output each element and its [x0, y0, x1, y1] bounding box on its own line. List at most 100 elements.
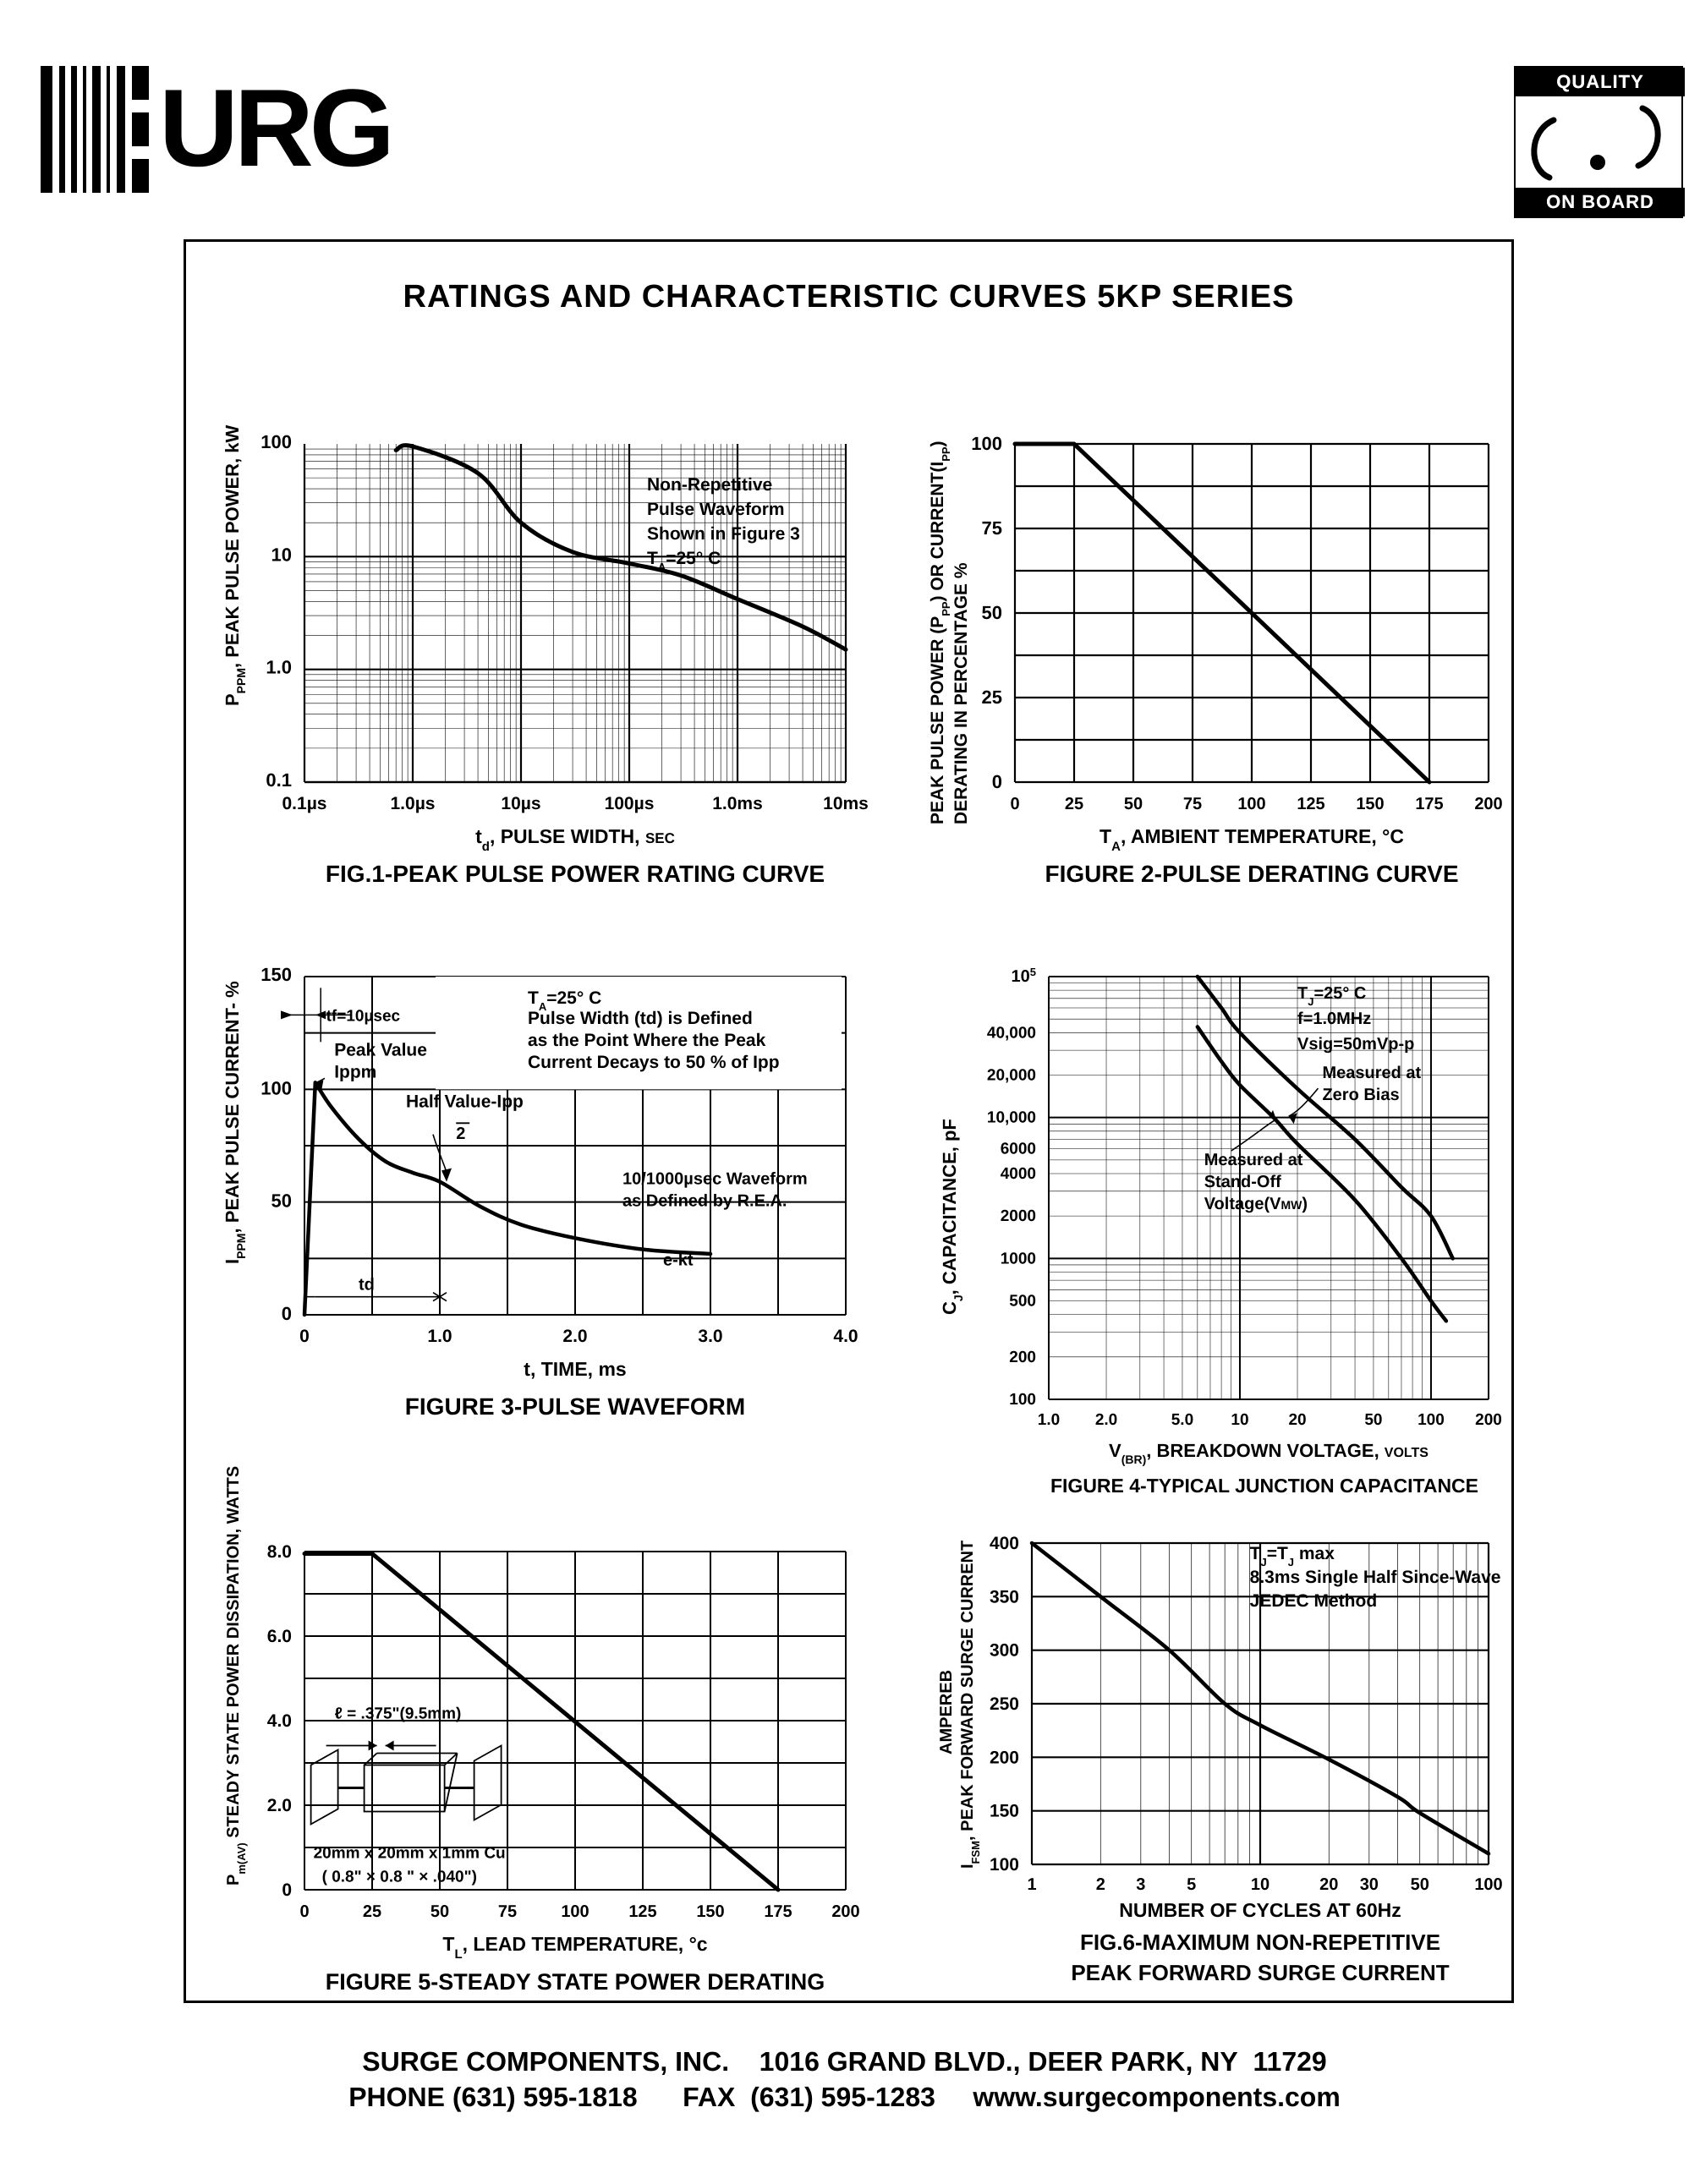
svg-text:0.1: 0.1	[266, 769, 292, 791]
svg-text:TL, LEAD TEMPERATURE, °c: TL, LEAD TEMPERATURE, °c	[442, 1933, 707, 1962]
svg-text:PPPM, PEAK PULSE POWER, kW: PPPM, PEAK PULSE POWER, kW	[222, 424, 248, 706]
svg-text:t, TIME, ms: t, TIME, ms	[524, 1358, 626, 1380]
svg-text:5.0: 5.0	[1171, 1411, 1193, 1429]
svg-text:150: 150	[1356, 795, 1384, 813]
svg-text:tf=10µsec: tf=10µsec	[326, 1007, 401, 1025]
svg-text:20: 20	[1288, 1411, 1306, 1429]
svg-text:TA, AMBIENT TEMPERATURE, °C: TA, AMBIENT TEMPERATURE, °C	[1099, 825, 1404, 854]
svg-text:20mm x 20mm x 1mm Cu: 20mm x 20mm x 1mm Cu	[314, 1845, 506, 1863]
svg-text:100: 100	[1237, 795, 1265, 813]
svg-text:TJ=25° C: TJ=25° C	[1297, 984, 1366, 1008]
svg-text:200: 200	[990, 1748, 1019, 1767]
svg-text:200: 200	[1474, 795, 1502, 813]
svg-text:( 0.8" × 0.8 " × .040"): ( 0.8" × 0.8 " × .040")	[322, 1869, 477, 1886]
svg-text:Measured atZero Bias: Measured at Zero Bias	[1322, 1064, 1421, 1104]
svg-text:e-kt: e-kt	[663, 1251, 694, 1269]
svg-text:250: 250	[990, 1694, 1019, 1714]
svg-text:FIG.6-MAXIMUM NON-REPETITIVE: FIG.6-MAXIMUM NON-REPETITIVE	[1080, 1929, 1440, 1955]
svg-text:40,000: 40,000	[987, 1024, 1036, 1042]
svg-text:4.0: 4.0	[267, 1711, 292, 1731]
svg-text:TJ=TJ max: TJ=TJ max	[1250, 1544, 1335, 1568]
svg-text:100µs: 100µs	[605, 794, 655, 813]
svg-text:1.0: 1.0	[266, 657, 292, 678]
svg-text:8.3ms Single Half Since-Wave: 8.3ms Single Half Since-Wave	[1250, 1568, 1501, 1587]
svg-text:ℓ = .375"(9.5mm): ℓ = .375"(9.5mm)	[335, 1705, 462, 1723]
svg-text:75: 75	[982, 517, 1002, 539]
svg-text:50: 50	[982, 602, 1002, 623]
svg-text:100: 100	[260, 431, 292, 452]
svg-text:CJ, CAPACITANCE, pF: CJ, CAPACITANCE, pF	[939, 1119, 965, 1315]
svg-text:6000: 6000	[1001, 1141, 1036, 1158]
svg-text:10: 10	[1251, 1875, 1269, 1894]
svg-text:8.0: 8.0	[267, 1542, 292, 1562]
svg-text:DERATING IN PERCENTAGE %: DERATING IN PERCENTAGE %	[951, 562, 971, 824]
svg-text:2.0: 2.0	[562, 1327, 587, 1346]
svg-text:25: 25	[982, 687, 1002, 708]
svg-text:150: 150	[696, 1902, 724, 1921]
svg-text:400: 400	[990, 1534, 1019, 1553]
svg-text:100: 100	[561, 1902, 589, 1921]
svg-text:75: 75	[498, 1902, 517, 1921]
svg-text:150: 150	[260, 964, 292, 985]
svg-text:3.0: 3.0	[698, 1327, 722, 1346]
svg-text:100: 100	[1009, 1391, 1036, 1409]
svg-text:50: 50	[1411, 1875, 1429, 1894]
svg-text:50: 50	[1364, 1411, 1382, 1429]
svg-text:NUMBER OF CYCLES AT 60Hz: NUMBER OF CYCLES AT 60Hz	[1119, 1899, 1401, 1921]
svg-text:1.0: 1.0	[427, 1327, 452, 1346]
svg-text:2: 2	[1096, 1875, 1105, 1894]
svg-text:3: 3	[1136, 1875, 1145, 1894]
svg-text:1: 1	[1027, 1875, 1036, 1894]
svg-text:1.0µs: 1.0µs	[391, 794, 436, 813]
svg-text:500: 500	[1009, 1293, 1036, 1311]
svg-text:100: 100	[1474, 1875, 1502, 1894]
svg-text:20,000: 20,000	[987, 1066, 1036, 1084]
svg-text:f=1.0MHz: f=1.0MHz	[1297, 1010, 1371, 1028]
svg-text:2000: 2000	[1001, 1207, 1036, 1225]
svg-text:25: 25	[363, 1902, 381, 1921]
svg-text:1.0ms: 1.0ms	[712, 794, 763, 813]
svg-text:FIGURE 2-PULSE DERATING CURVE: FIGURE 2-PULSE DERATING CURVE	[1045, 861, 1458, 887]
svg-text:105: 105	[1012, 966, 1036, 987]
svg-text:FIG.1-PEAK PULSE POWER RATING: FIG.1-PEAK PULSE POWER RATING CURVE	[326, 861, 825, 887]
svg-text:JEDEC Method: JEDEC Method	[1250, 1591, 1378, 1611]
svg-text:2.0: 2.0	[267, 1796, 292, 1815]
svg-text:0: 0	[282, 1880, 292, 1900]
svg-text:50: 50	[271, 1191, 292, 1212]
svg-text:4.0: 4.0	[833, 1327, 858, 1346]
svg-text:5: 5	[1187, 1875, 1196, 1894]
svg-text:350: 350	[990, 1587, 1019, 1607]
svg-text:100: 100	[971, 433, 1002, 454]
svg-text:6.0: 6.0	[267, 1627, 292, 1646]
svg-text:AMPEREB: AMPEREB	[937, 1670, 956, 1754]
svg-text:300: 300	[990, 1641, 1019, 1661]
svg-text:50: 50	[1124, 795, 1143, 813]
svg-text:FIGURE 4-TYPICAL JUNCTION CAPA: FIGURE 4-TYPICAL JUNCTION CAPACITANCE	[1050, 1475, 1478, 1497]
svg-text:100: 100	[260, 1077, 292, 1098]
svg-text:150: 150	[990, 1802, 1019, 1821]
svg-text:25: 25	[1065, 795, 1083, 813]
svg-text:IFSM, PEAK FORWARD SURGE CURRE: IFSM, PEAK FORWARD SURGE CURRENT	[958, 1541, 982, 1869]
svg-text:Vsig=50mVp-p: Vsig=50mVp-p	[1297, 1035, 1414, 1054]
svg-text:URGE: URGE	[159, 66, 396, 189]
svg-text:2: 2	[456, 1125, 465, 1143]
svg-text:0: 0	[299, 1327, 310, 1346]
svg-text:125: 125	[1297, 795, 1324, 813]
svg-text:2.0: 2.0	[1095, 1411, 1117, 1429]
svg-text:30: 30	[1360, 1875, 1379, 1894]
svg-text:1000: 1000	[1001, 1250, 1036, 1267]
svg-text:10: 10	[271, 544, 292, 565]
svg-text:V(BR), BREAKDOWN VOLTAGE, VOL: V(BR), BREAKDOWN VOLTAGE, VOLTS	[1109, 1440, 1429, 1466]
svg-text:PEAK PULSE POWER (PPP) OR CURR: PEAK PULSE POWER (PPP) OR CURRENT(IPP)	[928, 441, 952, 824]
svg-text:175: 175	[1415, 795, 1443, 813]
svg-text:0.1µs: 0.1µs	[282, 794, 327, 813]
svg-text:0: 0	[299, 1902, 309, 1921]
svg-text:td: td	[359, 1276, 375, 1295]
svg-text:100: 100	[990, 1855, 1019, 1875]
svg-text:10,000: 10,000	[987, 1109, 1036, 1127]
svg-text:td, PULSE WIDTH, SEC: td, PULSE WIDTH, SEC	[475, 825, 675, 854]
svg-text:0: 0	[992, 771, 1002, 792]
